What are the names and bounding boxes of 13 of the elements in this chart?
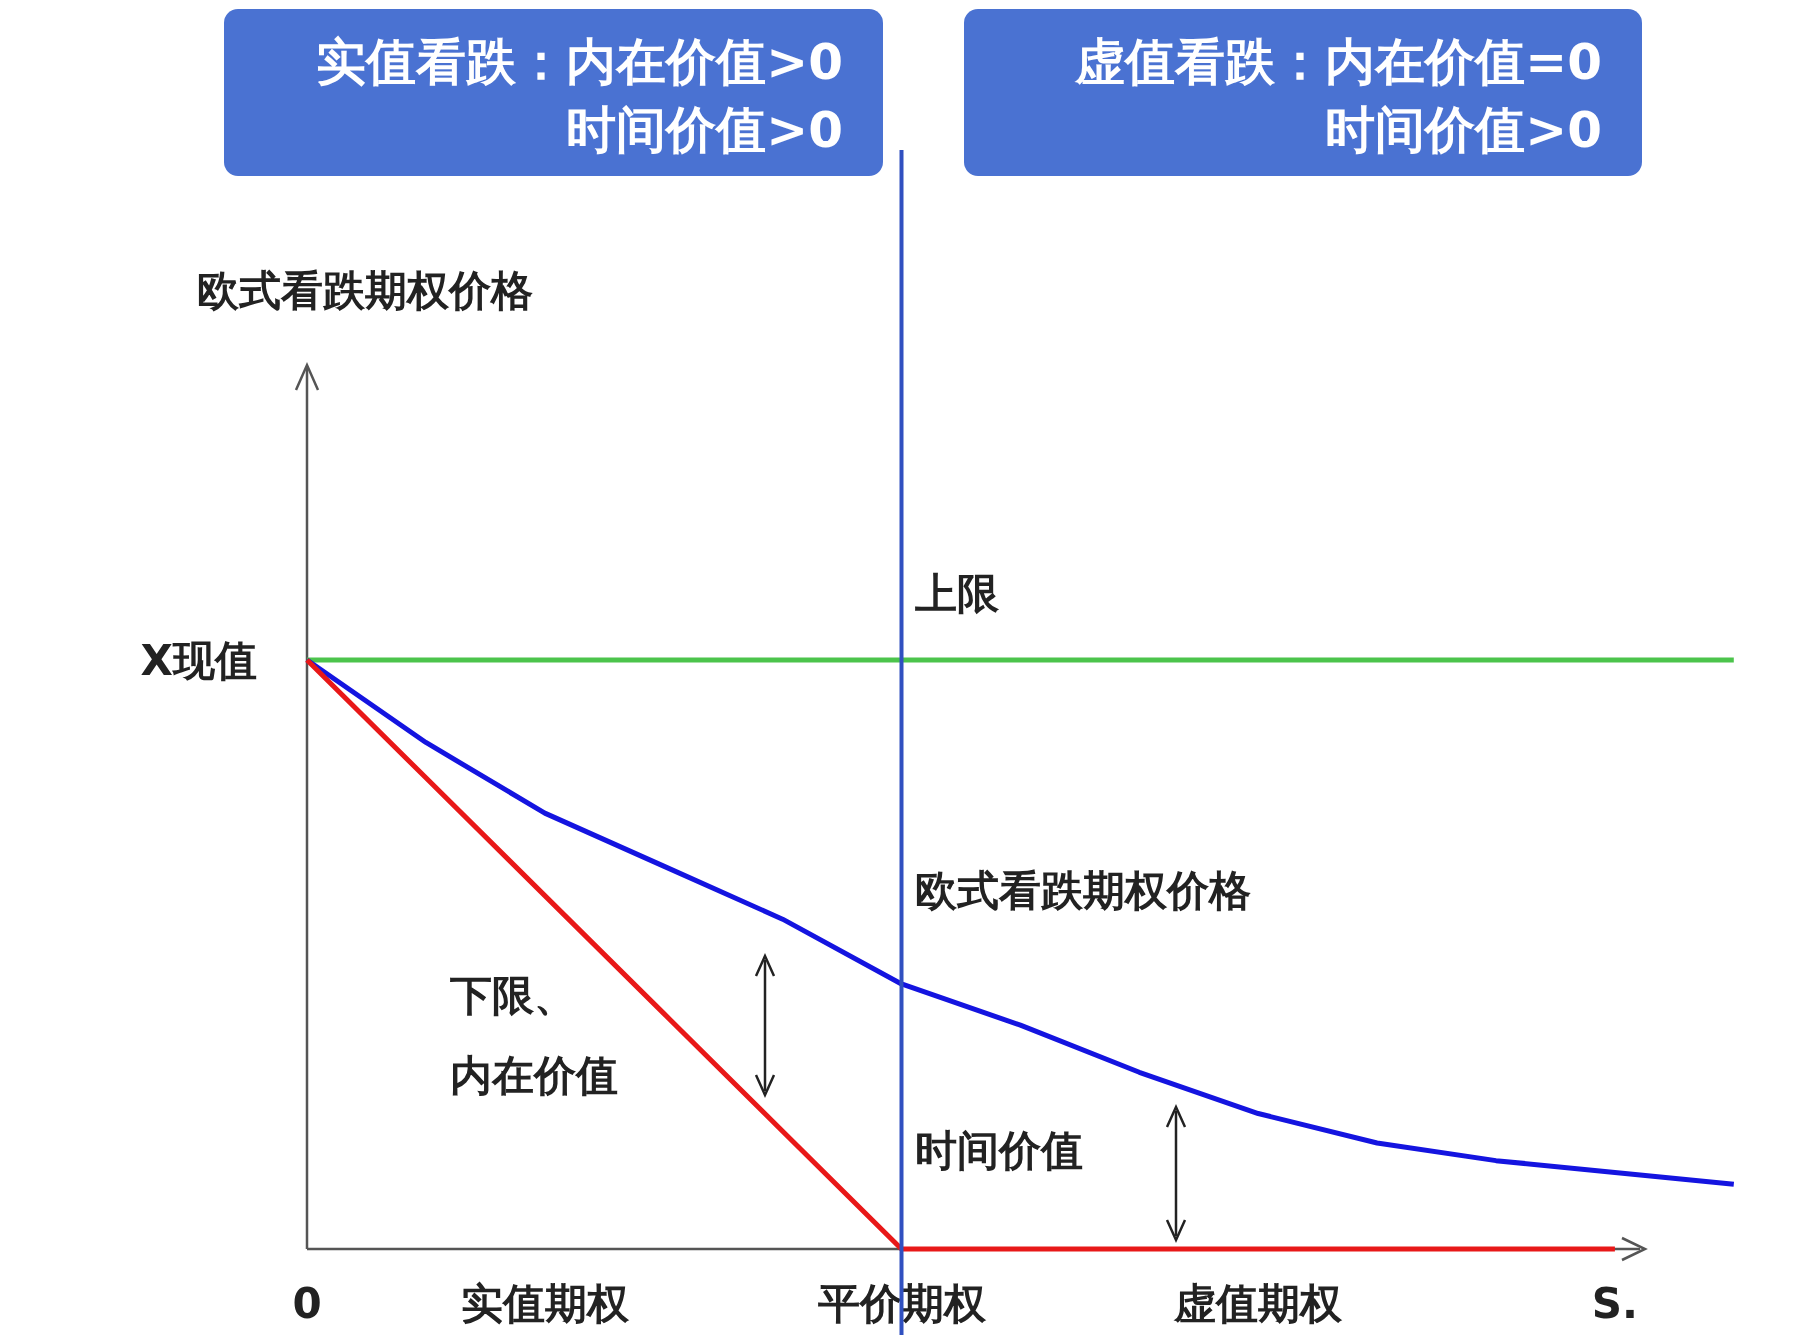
x-tick-label: 0 <box>292 1279 322 1328</box>
text: 欧式看跌期权价格 <box>197 266 533 315</box>
x-tick-label: S. <box>1591 1279 1639 1328</box>
x-tick-label: 虚值期权 <box>1173 1279 1344 1328</box>
annotation: X现值 <box>140 636 257 685</box>
text: 实值看跌：内在价值>0 时间价值>0 <box>316 33 843 159</box>
x-tick-label: 实值期权 <box>460 1279 630 1328</box>
annotation: 时间价值 <box>915 1126 1083 1175</box>
series-label: 欧式看跌期权价格 <box>915 866 1251 915</box>
text: 虚值看跌：内在价值=0 时间价值>0 <box>1074 33 1602 159</box>
x-tick-label: 平价期权 <box>816 1279 987 1328</box>
series-label: 下限、内在价值 <box>449 971 618 1100</box>
series-label: 上限 <box>914 569 1000 618</box>
